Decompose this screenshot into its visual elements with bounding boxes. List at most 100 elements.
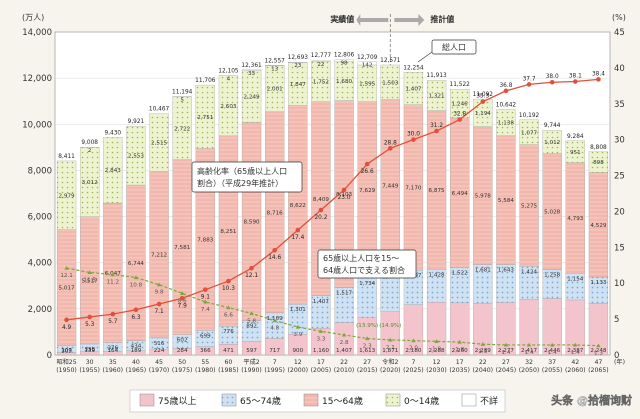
segment-value-label: 338 [84, 347, 95, 353]
x-tick-label: 40 [132, 359, 140, 366]
bar-segment-0-14 [496, 109, 516, 136]
segment-value-label: 516 [154, 341, 165, 347]
segment-value-label: 2,277 [498, 348, 514, 354]
bar-segment-unknown [288, 62, 308, 63]
segment-value-label: 1,595 [359, 81, 375, 87]
segment-value-label: 8,716 [267, 210, 283, 216]
segment-value-label: 4 [227, 77, 231, 83]
segment-value-label: 1,133 [590, 280, 606, 286]
segment-value-label: 189 [131, 348, 142, 354]
legend-label: 不詳 [480, 395, 498, 407]
x-tick-year: (1965) [126, 367, 147, 374]
aging-annotation-box [191, 161, 303, 193]
x-tick-year: (1970) [149, 367, 170, 374]
segment-value-label: 1,522 [452, 271, 468, 277]
x-tick-label: 45 [155, 359, 163, 366]
total-label: 12,693 [288, 55, 309, 61]
actual-arrow-icon [356, 14, 389, 26]
x-tick-year: (2040) [473, 367, 494, 374]
y-right-tick-label: 15 [614, 243, 625, 253]
bar-segment-0-14 [588, 151, 609, 173]
aging-rate-label: 23.0 [338, 195, 351, 201]
support-ratio-point [411, 338, 416, 343]
support-ratio-label: 2.1 [386, 345, 395, 351]
segment-value-label: 6,875 [429, 188, 445, 194]
bar-segment-0-14 [565, 140, 585, 163]
x-tick-label: 27 [363, 359, 371, 366]
legend-label: 65～74歳 [240, 395, 281, 407]
segment-value-label: 4,793 [567, 216, 583, 222]
segment-value-label: 142 [362, 63, 373, 69]
total-label: 11,913 [426, 73, 447, 79]
aging-rate-point [179, 295, 185, 301]
support-ratio-label: 1.4 [501, 350, 510, 356]
bar-segment-75plus [519, 299, 539, 356]
legend-swatch [461, 393, 477, 407]
support-ratio-label: 4.8 [270, 326, 279, 332]
segment-value-label: 1,407 [405, 87, 421, 93]
segment-value-label: 951 [570, 150, 581, 156]
support-ratio-label: 1.9 [432, 346, 441, 352]
segment-value-label: 471 [223, 348, 234, 354]
support-ratio-point [226, 305, 231, 310]
aging-rate-label: 7.9 [178, 303, 188, 309]
segment-value-label: 2,603 [220, 104, 236, 110]
segment-value-label: 8,251 [220, 229, 236, 235]
x-tick-year: (2050) [519, 367, 540, 374]
total-label: 12,777 [311, 53, 332, 59]
aging-rate-point [596, 77, 601, 82]
total-label: 11,092 [473, 92, 494, 98]
aging-rate-point [203, 287, 208, 292]
support-ratio-label: 11.2 [107, 280, 119, 286]
aging-rate-point [434, 128, 439, 134]
aging-rate-label: 38.0 [546, 74, 559, 80]
total-label: 8,808 [590, 145, 607, 151]
bar-segment-0-14 [126, 125, 146, 186]
segment-value-label: 2,288 [429, 348, 445, 354]
segment-value-label: 5,275 [521, 204, 537, 210]
total-label: 9,921 [128, 119, 145, 125]
support-ratio-point [64, 265, 69, 270]
support-ratio-point [156, 282, 162, 287]
segment-value-label: 6,744 [128, 261, 144, 267]
support-ratio-label: 10.8 [130, 282, 143, 288]
total-label: 10,642 [496, 102, 517, 108]
segment-value-label: 1,301 [290, 307, 306, 313]
aging-rate-point [318, 207, 324, 213]
aging-rate-label: 6.3 [131, 315, 141, 321]
bar-segment-0-14 [195, 84, 215, 149]
legend-swatch [303, 393, 319, 407]
support-ratio-label: 9.8 [155, 290, 164, 296]
x-tick-year: (2000) [288, 367, 309, 374]
old-share-label: (14.9%) [379, 323, 401, 329]
y-right-tick-label: 20 [614, 207, 625, 217]
segment-value-label: 2,387 [567, 348, 583, 354]
segment-value-label: 33 [248, 71, 256, 77]
total-label: 12,571 [380, 58, 401, 64]
bar-segment-0-14 [380, 64, 400, 100]
segment-value-label: 2,249 [244, 95, 260, 101]
total-label: 10,467 [149, 107, 170, 113]
bar-segment-0-14 [56, 160, 77, 230]
segment-value-label: 2,553 [128, 154, 144, 160]
x-tick-year: (2065) [588, 367, 609, 374]
segment-value-label: 164 [107, 348, 118, 354]
x-tick-year: (2005) [311, 367, 332, 374]
support-ratio-point [434, 339, 439, 343]
total-label: 12,557 [265, 58, 286, 64]
support-ratio-point [526, 342, 532, 347]
aging-rate-label: 38.4 [592, 71, 605, 77]
support-ratio-point [249, 311, 254, 315]
aging-rate-label: 12.1 [245, 273, 258, 279]
y-right-tick-label: 10 [614, 279, 625, 289]
x-tick-year: (1960) [103, 367, 124, 374]
support-ratio-label: 2.3 [363, 343, 372, 349]
aging-rate-label: 5.3 [85, 322, 95, 328]
segment-value-label: 2,722 [174, 126, 190, 132]
aging-annotation-line2: 割合）（平成29年推計） [197, 178, 283, 188]
segment-value-label: 1,847 [290, 82, 306, 88]
x-tick-label: 17 [456, 359, 464, 366]
total-label: 11,194 [172, 90, 193, 96]
x-tick-year: (2045) [496, 367, 517, 374]
segment-value-label: 1,734 [359, 281, 375, 287]
